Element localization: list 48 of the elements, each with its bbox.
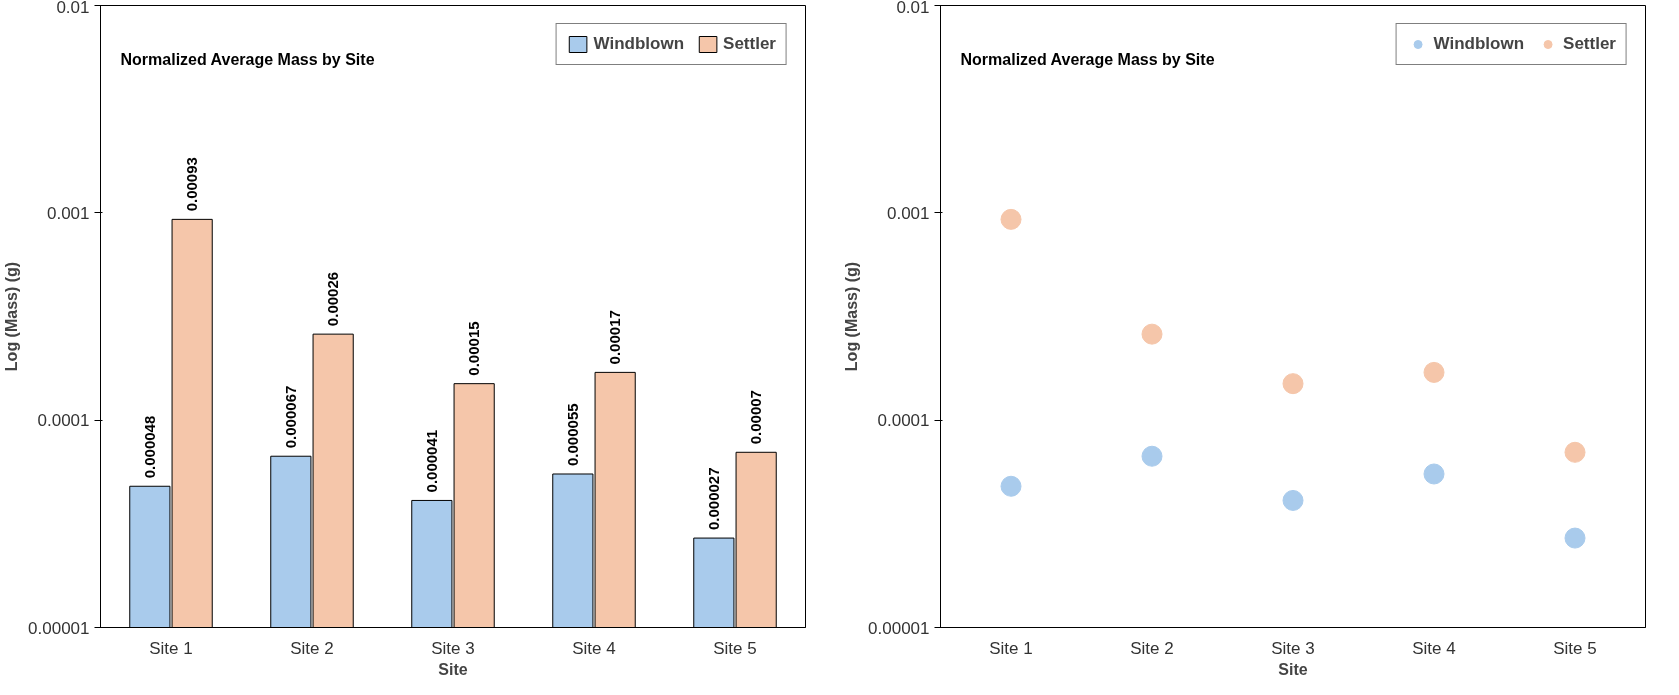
- point: [1282, 373, 1304, 395]
- y-tick-label: 0.0001: [877, 411, 930, 431]
- data-label: 0.00093: [183, 157, 201, 212]
- data-label: 0.000041: [422, 429, 440, 493]
- x-axis-title: Site: [438, 660, 468, 678]
- point: [1423, 463, 1445, 485]
- x-tick-label: Site 2: [1130, 638, 1174, 658]
- y-tick-label: 0.001: [886, 203, 930, 223]
- data-label: 0.00026: [324, 271, 342, 327]
- x-tick-label: Site 2: [290, 638, 334, 658]
- x-axis-title: Site: [1278, 660, 1308, 678]
- data-label: 0.000048: [140, 415, 158, 479]
- text: Normalized Average Mass by Site: [120, 50, 375, 68]
- point: [1564, 441, 1586, 463]
- data-label: 0.00017: [606, 310, 624, 365]
- x-tick-label: Site 1: [149, 638, 193, 658]
- data-label: 0.000055: [563, 403, 581, 466]
- x-tick-label: Site 5: [1553, 638, 1597, 658]
- data-label: 0.000067: [281, 385, 299, 449]
- data-label: 0.00015: [465, 321, 483, 376]
- point: [1000, 475, 1022, 497]
- x-tick-label: Site 3: [431, 638, 475, 658]
- y-tick-label: 0.00001: [868, 618, 930, 638]
- y-tick-label: 0.01: [896, 0, 930, 17]
- y-tick-label: 0.01: [56, 0, 90, 17]
- x-tick-label: Site 1: [989, 638, 1033, 658]
- legend-label: Settler: [723, 34, 776, 54]
- x-tick-label: Site 5: [713, 638, 757, 658]
- y-axis-title: Log (Mass) (g): [3, 261, 21, 372]
- x-tick-label: Site 4: [572, 638, 616, 658]
- data-label: 0.00007: [747, 390, 765, 445]
- data-label: 0.000027: [704, 467, 722, 531]
- y-axis-title: Log (Mass) (g): [843, 261, 861, 372]
- point: [1564, 527, 1586, 549]
- legend-label: Windblown: [593, 34, 685, 54]
- text: Normalized Average Mass by Site: [960, 50, 1215, 68]
- y-tick-label: 0.0001: [37, 411, 90, 431]
- y-tick-label: 0.001: [46, 203, 90, 223]
- legend-label: Settler: [1563, 34, 1616, 54]
- x-tick-label: Site 4: [1412, 638, 1456, 658]
- y-tick-label: 0.00001: [28, 618, 90, 638]
- point: [1141, 323, 1163, 345]
- point: [1141, 445, 1163, 467]
- point: [1282, 489, 1304, 511]
- x-tick-label: Site 3: [1271, 638, 1315, 658]
- point: [1000, 208, 1022, 230]
- legend-label: Windblown: [1433, 34, 1525, 54]
- point: [1423, 361, 1445, 383]
